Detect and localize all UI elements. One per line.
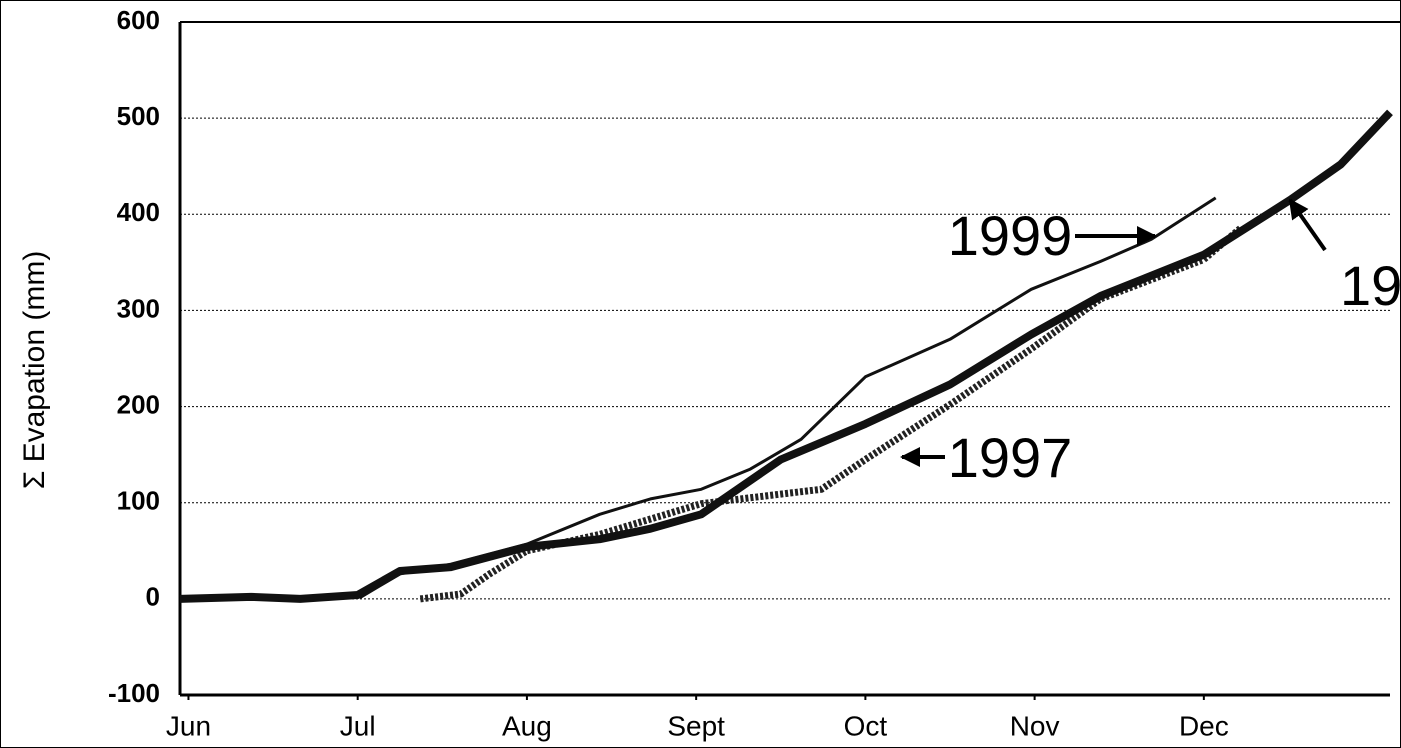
annotation-arrow (1288, 198, 1327, 252)
x-tick-label: Nov (1010, 710, 1060, 741)
x-tick-label: Aug (502, 710, 552, 741)
series-annotation: 1999 (948, 204, 1073, 267)
y-tick-label: 100 (117, 486, 160, 516)
x-tick-label: Jun (166, 710, 211, 741)
y-tick-label: 600 (117, 5, 160, 35)
series-annotation: 1998 (1340, 254, 1401, 317)
y-tick-label: 0 (146, 582, 160, 612)
y-tick-label: 400 (117, 197, 160, 227)
series-line (180, 196, 1217, 601)
y-tick-label: 200 (117, 389, 160, 419)
x-tick-label: Sept (667, 710, 725, 741)
y-tick-label: 300 (117, 293, 160, 323)
x-tick-label: Jul (340, 710, 376, 741)
x-tick-label: Dec (1179, 710, 1229, 741)
x-tick-label: Oct (844, 710, 888, 741)
series-line (179, 109, 1393, 603)
y-tick-label: -100 (108, 678, 160, 708)
y-tick-label: 500 (117, 101, 160, 131)
series-annotation: 1997 (948, 426, 1073, 489)
series-line (419, 225, 1244, 603)
y-axis-label: Σ Evapation (mm) (18, 251, 51, 490)
